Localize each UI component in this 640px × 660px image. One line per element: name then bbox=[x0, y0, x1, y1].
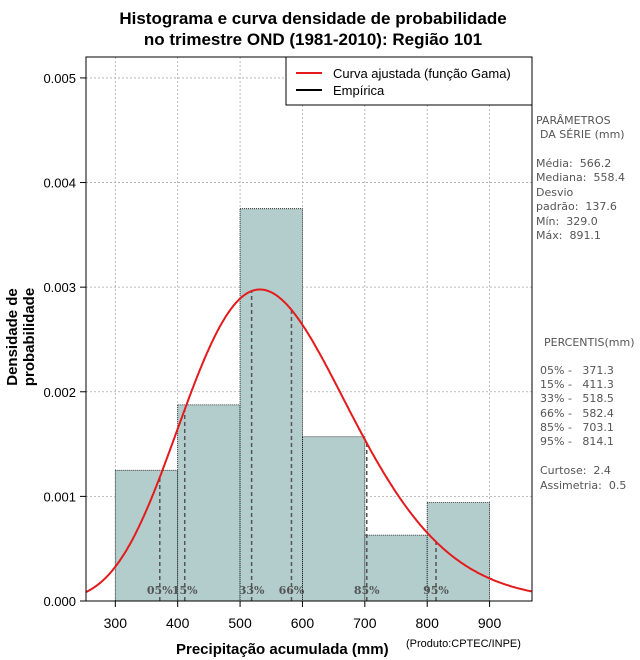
y-axis-label: Densidade de probabilidade bbox=[4, 287, 38, 387]
x-tick-label: 600 bbox=[291, 615, 315, 631]
x-tick-label: 700 bbox=[353, 615, 377, 631]
param-desvio-label: Desvio bbox=[536, 186, 574, 199]
percentil-85: 85% - 703.1 bbox=[540, 421, 614, 434]
y-tick-label: 0.004 bbox=[43, 176, 76, 191]
x-axis-label: Precipitação acumulada (mm) bbox=[176, 641, 389, 658]
param-desvio-value: padrão: 137.6 bbox=[536, 200, 617, 213]
product-credit: (Produto:CPTEC/INPE) bbox=[406, 638, 521, 650]
histogram-bar bbox=[114, 469, 179, 602]
x-tick-label: 300 bbox=[104, 615, 128, 631]
percentile-label: 15% bbox=[172, 584, 198, 597]
y-tick-label: 0.003 bbox=[43, 280, 76, 295]
param-media: Média: 566.2 bbox=[536, 157, 612, 170]
chart-title-line2: no trimestre OND (1981-2010): Região 101 bbox=[143, 30, 483, 49]
percentile-label: 85% bbox=[354, 584, 380, 597]
histogram-bar bbox=[426, 502, 490, 602]
percentis-header: PERCENTIS(mm) bbox=[544, 336, 635, 349]
percentile-label: 66% bbox=[279, 584, 305, 597]
x-tick-label: 900 bbox=[478, 615, 502, 631]
params-subheader: DA SÉRIE (mm) bbox=[540, 128, 625, 141]
chart-title-line1: Histograma e curva densidade de probabil… bbox=[119, 9, 507, 28]
y-tick-label: 0.000 bbox=[43, 594, 76, 609]
percentile-label: 33% bbox=[239, 584, 265, 597]
x-tick-label: 500 bbox=[228, 615, 252, 631]
legend-label-empirical: Empírica bbox=[333, 83, 385, 98]
param-max: Máx: 891.1 bbox=[536, 229, 601, 242]
histogram-bar bbox=[177, 404, 241, 602]
assimetria: Assimetria: 0.5 bbox=[540, 479, 627, 492]
params-header: PARÂMETROS bbox=[536, 114, 611, 127]
legend-label-curve: Curva ajustada (função Gama) bbox=[333, 66, 511, 81]
percentil-05: 05% - 371.3 bbox=[540, 364, 614, 377]
histogram-bar bbox=[239, 208, 303, 602]
y-tick-label: 0.002 bbox=[43, 385, 76, 400]
percentil-33: 33% - 518.5 bbox=[540, 392, 614, 405]
y-tick-label: 0.001 bbox=[43, 489, 76, 504]
x-tick-label: 800 bbox=[416, 615, 440, 631]
percentile-label: 05% bbox=[147, 584, 173, 597]
legend-box bbox=[285, 56, 533, 106]
percentil-66: 66% - 582.4 bbox=[540, 407, 614, 420]
histogram-bar bbox=[364, 534, 428, 602]
param-mediana: Mediana: 558.4 bbox=[536, 171, 625, 184]
histogram-bar bbox=[302, 436, 366, 602]
percentil-15: 15% - 411.3 bbox=[540, 378, 614, 391]
percentile-label: 95% bbox=[423, 584, 449, 597]
fitted-curve bbox=[85, 288, 532, 593]
y-tick-label: 0.005 bbox=[43, 71, 76, 86]
percentil-95: 95% - 814.1 bbox=[540, 435, 614, 448]
x-tick-label: 400 bbox=[166, 615, 190, 631]
curtose: Curtose: 2.4 bbox=[540, 464, 611, 477]
param-min: Mín: 329.0 bbox=[536, 215, 598, 228]
